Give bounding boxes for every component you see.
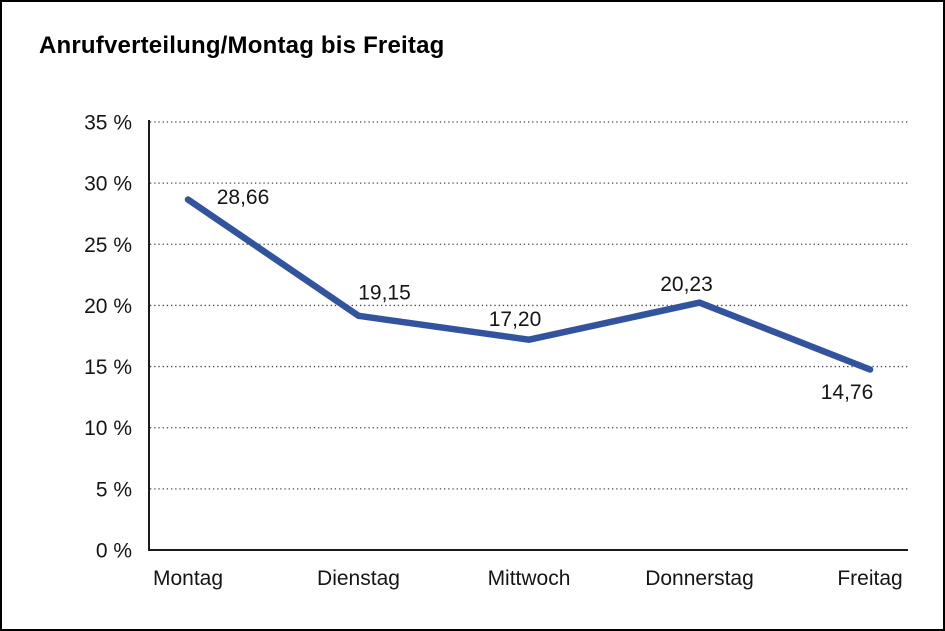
data-point-label-montag: 28,66 <box>217 186 270 209</box>
chart-title: Anrufverteilung/Montag bis Freitag <box>39 32 445 59</box>
x-category-label-donnerstag: Donnerstag <box>645 567 754 590</box>
y-tick-label-10: 10 % <box>84 417 132 440</box>
y-tick-label-20: 20 % <box>84 295 132 318</box>
data-point-label-freitag: 14,76 <box>821 381 874 404</box>
gridlines-group <box>150 121 909 490</box>
data-line-anrufverteilung <box>184 196 874 373</box>
y-tick-label-0: 0 % <box>96 540 132 563</box>
data-point-label-dienstag: 19,15 <box>358 281 411 304</box>
y-tick-label-15: 15 % <box>84 356 132 379</box>
data-labels-group: 28,66 19,15 17,20 20,23 14,76 <box>217 186 874 404</box>
y-axis-labels-group: 0 % 5 % 10 % 15 % 20 % 25 % 30 % 35 % <box>84 112 132 563</box>
data-series-group <box>184 196 874 373</box>
data-point-label-mittwoch: 17,20 <box>489 308 542 331</box>
y-tick-label-5: 5 % <box>96 478 132 501</box>
x-category-label-mittwoch: Mittwoch <box>488 567 571 590</box>
x-category-label-dienstag: Dienstag <box>317 567 400 590</box>
x-category-label-montag: Montag <box>153 567 223 590</box>
x-category-label-freitag: Freitag <box>837 567 902 590</box>
axes-group <box>148 120 908 551</box>
y-tick-label-25: 25 % <box>84 234 132 257</box>
y-tick-label-30: 30 % <box>84 173 132 196</box>
data-point-label-donnerstag: 20,23 <box>660 273 713 296</box>
x-axis-labels-group: Montag Dienstag Mittwoch Donnerstag Freitag <box>153 567 903 590</box>
y-tick-label-35: 35 % <box>84 112 132 135</box>
